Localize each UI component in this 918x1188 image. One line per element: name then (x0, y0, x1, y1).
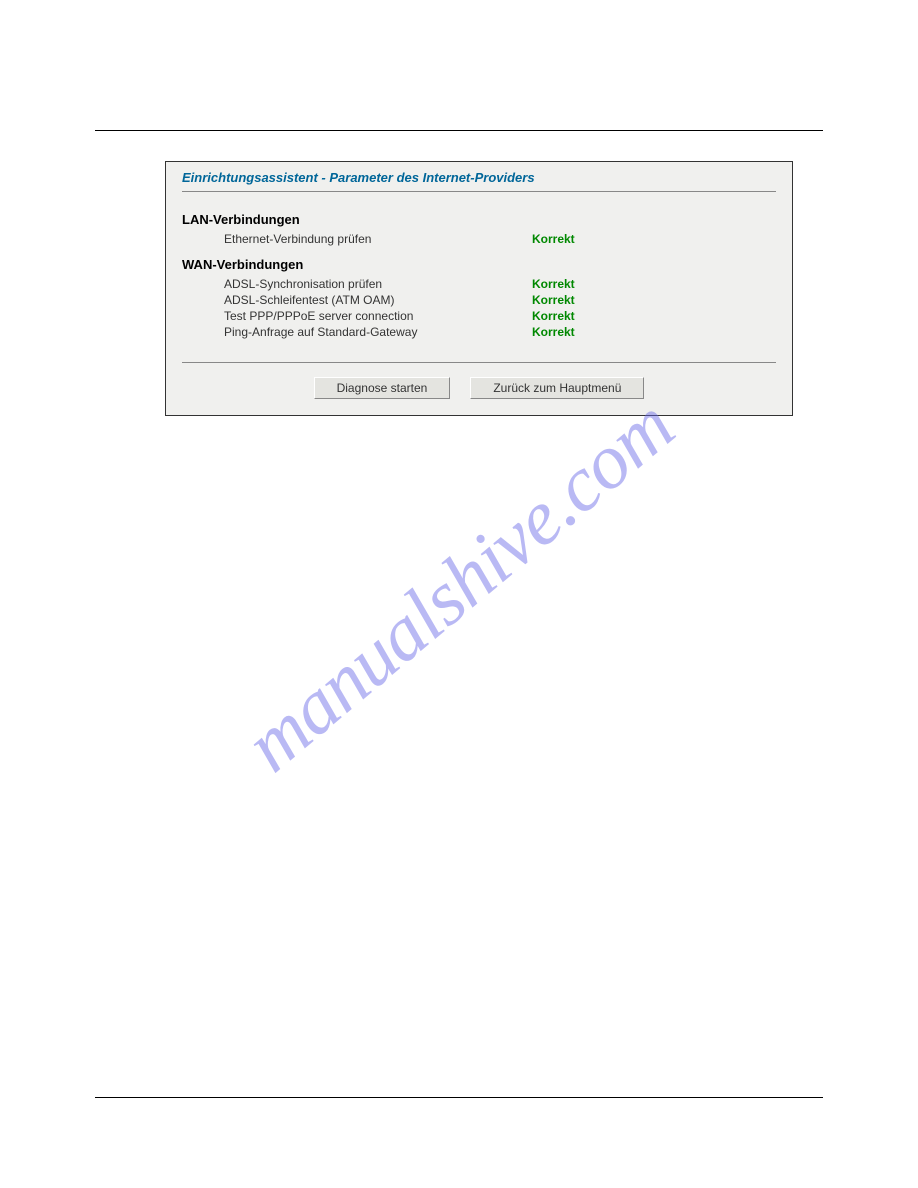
lan-section-heading: LAN-Verbindungen (182, 212, 776, 227)
button-row: Diagnose starten Zurück zum Hauptmenü (166, 363, 792, 415)
diagnose-button[interactable]: Diagnose starten (314, 377, 451, 399)
watermark: manualshive.com (228, 381, 691, 790)
top-horizontal-rule (95, 130, 823, 131)
row-status: Korrekt (532, 277, 575, 291)
row-label: Ethernet-Verbindung prüfen (182, 232, 532, 246)
wan-row: ADSL-Synchronisation prüfen Korrekt (182, 276, 776, 292)
row-label: Ping-Anfrage auf Standard-Gateway (182, 325, 532, 339)
bottom-horizontal-rule (95, 1097, 823, 1098)
panel-wrapper: Einrichtungsassistent - Parameter des In… (165, 161, 793, 416)
page: Einrichtungsassistent - Parameter des In… (0, 0, 918, 1188)
wan-row: Ping-Anfrage auf Standard-Gateway Korrek… (182, 324, 776, 340)
row-label: Test PPP/PPPoE server connection (182, 309, 532, 323)
wan-row: Test PPP/PPPoE server connection Korrekt (182, 308, 776, 324)
row-status: Korrekt (532, 232, 575, 246)
dialog-content: LAN-Verbindungen Ethernet-Verbindung prü… (166, 192, 792, 348)
row-label: ADSL-Schleifentest (ATM OAM) (182, 293, 532, 307)
wan-row: ADSL-Schleifentest (ATM OAM) Korrekt (182, 292, 776, 308)
row-label: ADSL-Synchronisation prüfen (182, 277, 532, 291)
row-status: Korrekt (532, 293, 575, 307)
row-status: Korrekt (532, 309, 575, 323)
setup-wizard-dialog: Einrichtungsassistent - Parameter des In… (165, 161, 793, 416)
back-to-main-button[interactable]: Zurück zum Hauptmenü (470, 377, 644, 399)
wan-section-heading: WAN-Verbindungen (182, 257, 776, 272)
row-status: Korrekt (532, 325, 575, 339)
lan-row: Ethernet-Verbindung prüfen Korrekt (182, 231, 776, 247)
dialog-title: Einrichtungsassistent - Parameter des In… (166, 162, 792, 191)
